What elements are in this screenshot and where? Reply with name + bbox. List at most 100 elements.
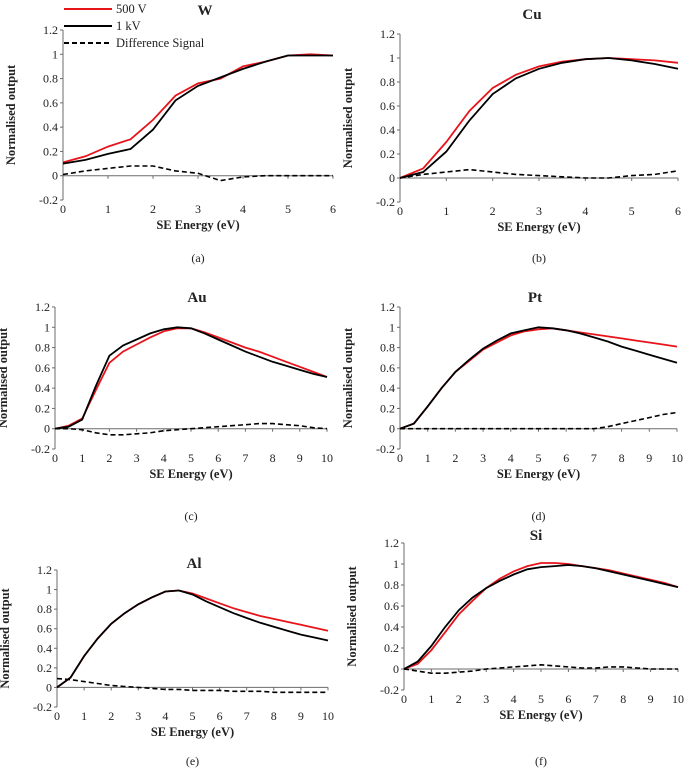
y-tick-label: -0.2 [33, 700, 52, 714]
x-tick-label: 0 [60, 202, 66, 216]
legend-label-500v: 500 V [116, 2, 147, 16]
y-tick-label: 1.2 [35, 300, 50, 314]
panel-caption: (c) [184, 509, 197, 523]
y-tick-label: 0.4 [380, 381, 395, 395]
y-tick-label: 1 [52, 47, 58, 61]
x-tick-label: 5 [188, 451, 194, 465]
y-tick-label: -0.2 [376, 195, 395, 209]
x-tick-label: 8 [620, 692, 626, 706]
legend: 500 V 1 kV Difference Signal [64, 2, 205, 50]
panel-caption: (a) [191, 251, 204, 265]
x-axis-label: SE Energy (eV) [497, 467, 580, 481]
x-tick-label: 3 [134, 451, 140, 465]
x-tick-label: 7 [591, 451, 597, 465]
y-tick-label: 0.4 [35, 381, 50, 395]
x-tick-label: 0 [52, 451, 58, 465]
x-tick-label: 10 [672, 692, 684, 706]
series-1kv-line [399, 57, 679, 179]
x-tick-label: 6 [563, 451, 569, 465]
x-axis-label: SE Energy (eV) [151, 725, 234, 739]
y-tick-label: 1 [389, 320, 395, 334]
x-tick-label: 2 [452, 451, 458, 465]
x-axis-label: SE Energy (eV) [156, 218, 239, 232]
x-tick-label: 3 [536, 204, 542, 218]
x-tick-label: 1 [81, 709, 87, 723]
x-tick-label: 8 [271, 709, 277, 723]
y-tick-label: 0.8 [37, 602, 52, 616]
y-tick-label: -0.2 [31, 442, 50, 456]
x-tick-label: 1 [443, 204, 449, 218]
y-tick-label: -0.2 [380, 683, 399, 697]
series-1kv-line [62, 54, 333, 165]
series-1kv-line [54, 326, 328, 430]
x-tick-label: 9 [648, 692, 654, 706]
y-tick-label: 1.2 [380, 300, 395, 314]
y-axis-label: Normalised output [0, 587, 12, 688]
panel-title: Si [530, 528, 543, 544]
y-axis-label: Normalised output [4, 64, 18, 165]
y-tick-label: 0 [389, 422, 395, 436]
x-tick-label: 3 [483, 692, 489, 706]
x-axis-label: SE Energy (eV) [499, 708, 582, 722]
x-tick-label: 4 [511, 692, 517, 706]
x-tick-label: 5 [190, 709, 196, 723]
x-axis-label: SE Energy (eV) [497, 220, 580, 234]
y-axis-label: Normalised output [345, 565, 359, 666]
y-tick-label: 0.8 [43, 72, 58, 86]
y-tick-label: 0.2 [37, 661, 52, 675]
series-difference-line [403, 663, 678, 675]
y-tick-label: 0.6 [380, 99, 395, 113]
x-tick-label: 5 [536, 451, 542, 465]
y-tick-label: 0.2 [380, 147, 395, 161]
x-tick-label: 1 [105, 202, 111, 216]
y-tick-label: 0.8 [35, 341, 50, 355]
x-tick-label: 9 [646, 451, 652, 465]
y-axis-label: Normalised output [0, 327, 10, 428]
x-tick-label: 2 [108, 709, 114, 723]
y-tick-label: 1 [44, 320, 50, 334]
x-tick-label: 1 [428, 692, 434, 706]
legend-label-1kv: 1 kV [116, 19, 141, 33]
y-tick-label: 0.6 [384, 599, 399, 613]
y-tick-label: 0.4 [384, 620, 399, 634]
series-500v-line [62, 53, 334, 164]
panel-title: Al [187, 556, 202, 572]
series-1kv-line [399, 326, 678, 430]
x-tick-label: 1 [425, 451, 431, 465]
x-tick-label: 9 [297, 451, 303, 465]
series-difference-line [55, 422, 328, 436]
x-tick-label: 10 [322, 709, 334, 723]
x-tick-label: 2 [490, 204, 496, 218]
y-tick-label: -0.2 [39, 193, 58, 207]
series-difference-line [56, 677, 328, 694]
x-tick-label: 3 [135, 709, 141, 723]
x-tick-label: 6 [565, 692, 571, 706]
series-difference-line [62, 165, 333, 182]
panel-title: Au [187, 290, 206, 306]
legend-label-difference: Difference Signal [116, 36, 205, 50]
x-tick-label: 4 [240, 202, 246, 216]
y-tick-label: 0 [44, 422, 50, 436]
x-tick-label: 0 [401, 692, 407, 706]
x-tick-label: 6 [330, 202, 336, 216]
y-tick-label: 1 [389, 51, 395, 65]
x-tick-label: 5 [538, 692, 544, 706]
x-tick-label: 3 [195, 202, 201, 216]
y-tick-label: 0 [389, 171, 395, 185]
y-tick-label: 0.4 [380, 123, 395, 137]
y-tick-label: 0.2 [384, 641, 399, 655]
series-difference-line [400, 411, 678, 430]
y-tick-label: 0.6 [37, 622, 52, 636]
y-tick-label: 0 [393, 662, 399, 676]
y-tick-label: 1.2 [37, 563, 52, 577]
x-tick-label: 8 [270, 451, 276, 465]
y-tick-label: 0.8 [380, 341, 395, 355]
y-tick-label: 0.4 [43, 120, 58, 134]
x-tick-label: 0 [397, 451, 403, 465]
x-tick-label: 4 [162, 709, 168, 723]
x-tick-label: 3 [480, 451, 486, 465]
